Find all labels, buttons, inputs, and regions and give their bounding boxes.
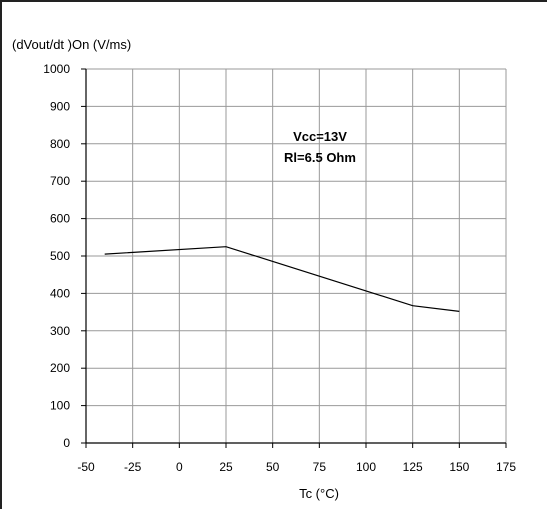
grid-lines [86, 68, 507, 443]
axes [81, 68, 507, 448]
y-axis-label: (dVout/dt )On (V/ms) [12, 37, 131, 52]
y-tick-label: 400 [50, 286, 70, 300]
y-tick-label: 100 [50, 399, 70, 413]
x-tick-label: -50 [77, 460, 95, 474]
y-tick-label: 900 [50, 99, 70, 113]
annotation-rl: Rl=6.5 Ohm [284, 150, 356, 165]
x-tick-label: 175 [496, 460, 516, 474]
y-tick-label: 0 [63, 436, 70, 450]
x-tick-label: 100 [356, 460, 376, 474]
series-lines [104, 246, 460, 312]
y-tick-label: 1000 [43, 62, 70, 76]
x-tick-label: 75 [313, 460, 327, 474]
x-tick-label: 25 [219, 460, 233, 474]
x-tick-label: 0 [176, 460, 183, 474]
y-tick-labels: 0 100 200 300 400 500 600 700 800 900 1000 [43, 62, 70, 450]
x-tick-label: -25 [124, 460, 142, 474]
y-tick-label: 500 [50, 249, 70, 263]
x-tick-label: 50 [266, 460, 280, 474]
series-line [104, 246, 460, 312]
x-tick-labels: -50 -25 0 25 50 75 100 125 150 175 [77, 460, 516, 474]
y-tick-label: 800 [50, 137, 70, 151]
y-tick-label: 200 [50, 361, 70, 375]
y-tick-label: 700 [50, 174, 70, 188]
x-tick-label: 125 [403, 460, 423, 474]
x-axis-label: Tc (°C) [299, 486, 339, 501]
y-tick-label: 600 [50, 212, 70, 226]
y-tick-label: 300 [50, 324, 70, 338]
annotation-vcc: Vcc=13V [293, 129, 347, 144]
x-tick-label: 150 [449, 460, 469, 474]
